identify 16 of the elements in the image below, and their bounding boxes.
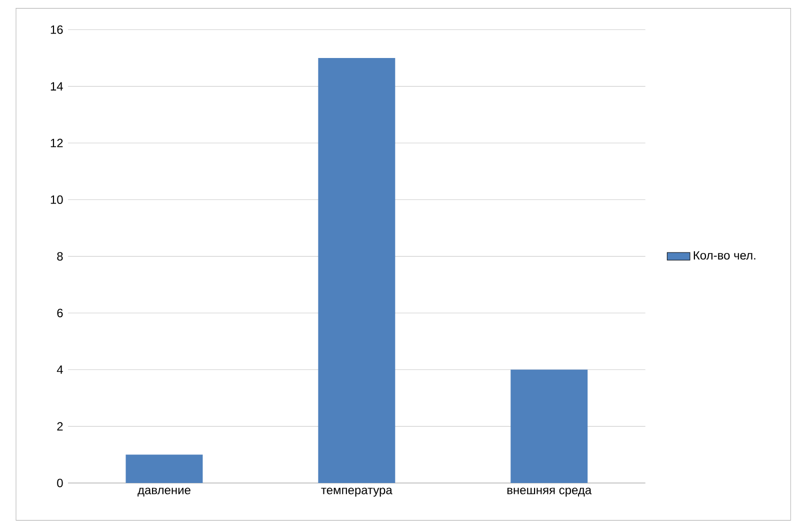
y-tick-label: 12 [50,138,63,148]
y-tick-label: 2 [57,422,63,431]
y-tick-label: 10 [50,195,63,204]
y-tick-label: 8 [57,252,63,261]
y-tick-label: 16 [50,25,63,34]
x-tick-label: температура [321,488,392,497]
y-tick-label: 4 [56,366,63,374]
y-tick-label: 0 [57,478,63,488]
bar [126,454,203,483]
legend-label: Кол-во чел. [694,251,756,260]
x-tick-label: внешняя среда [507,488,592,497]
bar [510,370,588,483]
y-tick-label: 14 [50,82,63,90]
bar [318,58,396,483]
y-tick-label: 6 [57,308,63,318]
x-tick-label: давление [138,488,190,497]
